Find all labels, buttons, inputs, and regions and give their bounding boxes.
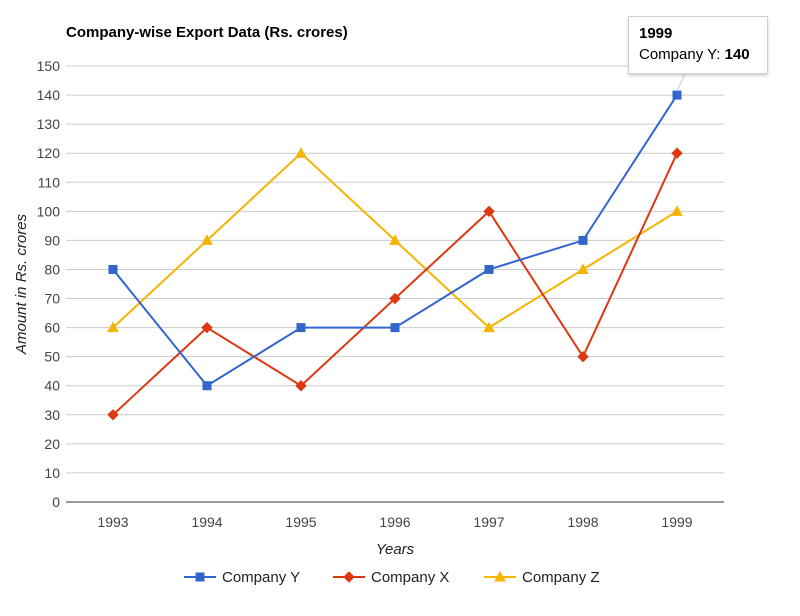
data-point-company-x xyxy=(201,321,213,334)
y-tick-label: 10 xyxy=(44,465,60,481)
y-tick-label: 140 xyxy=(37,87,61,103)
y-tick-label: 50 xyxy=(44,349,60,365)
data-point-company-x xyxy=(389,292,401,305)
data-point-company-z xyxy=(483,321,495,333)
tooltip-title: 1999 xyxy=(639,25,673,42)
data-point-company-x xyxy=(107,409,119,421)
x-tick-label: 1998 xyxy=(567,514,598,530)
y-axis-title: Amount in Rs. crores xyxy=(13,213,30,355)
y-tick-label: 90 xyxy=(44,232,60,248)
legend-item: Company X xyxy=(333,569,449,586)
y-tick-label: 40 xyxy=(44,378,60,394)
y-tick-label: 60 xyxy=(44,320,60,336)
y-tick-label: 110 xyxy=(38,174,61,190)
data-point-company-y xyxy=(296,323,306,333)
data-point-company-z xyxy=(201,234,213,245)
series-company-y xyxy=(108,90,682,391)
legend-item: Company Z xyxy=(484,569,600,586)
y-tick-label: 80 xyxy=(44,261,60,277)
tooltip-label: Company Y: xyxy=(639,46,725,63)
x-tick-label: 1995 xyxy=(285,514,316,530)
data-point-company-x xyxy=(295,380,307,392)
x-tick-label: 1999 xyxy=(661,514,692,530)
x-axis-ticks: 1993 1994 1995 1996 1997 1998 1999 xyxy=(97,514,692,530)
x-axis-title: Years xyxy=(376,541,415,558)
data-point-company-y xyxy=(484,264,494,274)
legend-marker xyxy=(494,570,506,582)
tooltip-body: Company Y: 140 xyxy=(639,46,757,63)
data-point-company-z xyxy=(671,205,683,216)
y-tick-label: 100 xyxy=(37,203,61,219)
legend-item: Company Y xyxy=(184,569,300,586)
data-point-company-x xyxy=(671,147,683,159)
chart-title: Company-wise Export Data (Rs. crores) xyxy=(66,24,348,41)
gridlines xyxy=(66,65,724,474)
data-point-company-z xyxy=(577,263,589,274)
y-tick-label: 30 xyxy=(44,407,60,423)
y-tick-label: 0 xyxy=(52,494,60,510)
series-company-x xyxy=(107,147,683,421)
y-tick-label: 20 xyxy=(44,436,60,452)
tooltip-pointer xyxy=(676,73,686,92)
data-point-company-z xyxy=(295,147,307,158)
legend-label: Company Y xyxy=(222,569,300,586)
legend-marker xyxy=(195,572,205,582)
y-axis-ticks: 0 10 20 30 40 50 60 70 80 90 100 110 120 130 140 150 xyxy=(37,58,61,510)
tooltip-value: 140 xyxy=(724,46,750,63)
y-tick-label: 70 xyxy=(44,291,60,307)
data-point-company-y xyxy=(390,323,400,333)
data-point-company-x xyxy=(577,350,589,363)
y-tick-label: 150 xyxy=(37,58,61,74)
series-company-z xyxy=(107,147,683,333)
x-tick-label: 1994 xyxy=(191,514,222,530)
legend: Company Y Company X Company Z xyxy=(184,569,600,586)
x-tick-label: 1997 xyxy=(473,514,504,530)
x-tick-label: 1993 xyxy=(97,514,128,530)
legend-label: Company X xyxy=(371,569,449,586)
data-point-company-y xyxy=(202,381,212,391)
series-layer xyxy=(107,90,683,421)
data-point-company-z xyxy=(107,321,119,333)
y-tick-label: 130 xyxy=(37,116,61,132)
y-tick-label: 120 xyxy=(37,145,61,161)
data-tooltip: 1999 Company Y: 140 xyxy=(628,16,768,74)
data-point-company-x xyxy=(483,205,495,218)
data-point-company-y xyxy=(672,90,682,100)
legend-marker xyxy=(343,571,355,583)
legend-label: Company Z xyxy=(522,569,600,586)
x-tick-label: 1996 xyxy=(379,514,410,530)
data-point-company-z xyxy=(389,234,401,245)
data-point-company-y xyxy=(108,264,118,274)
data-point-company-y xyxy=(578,235,588,245)
